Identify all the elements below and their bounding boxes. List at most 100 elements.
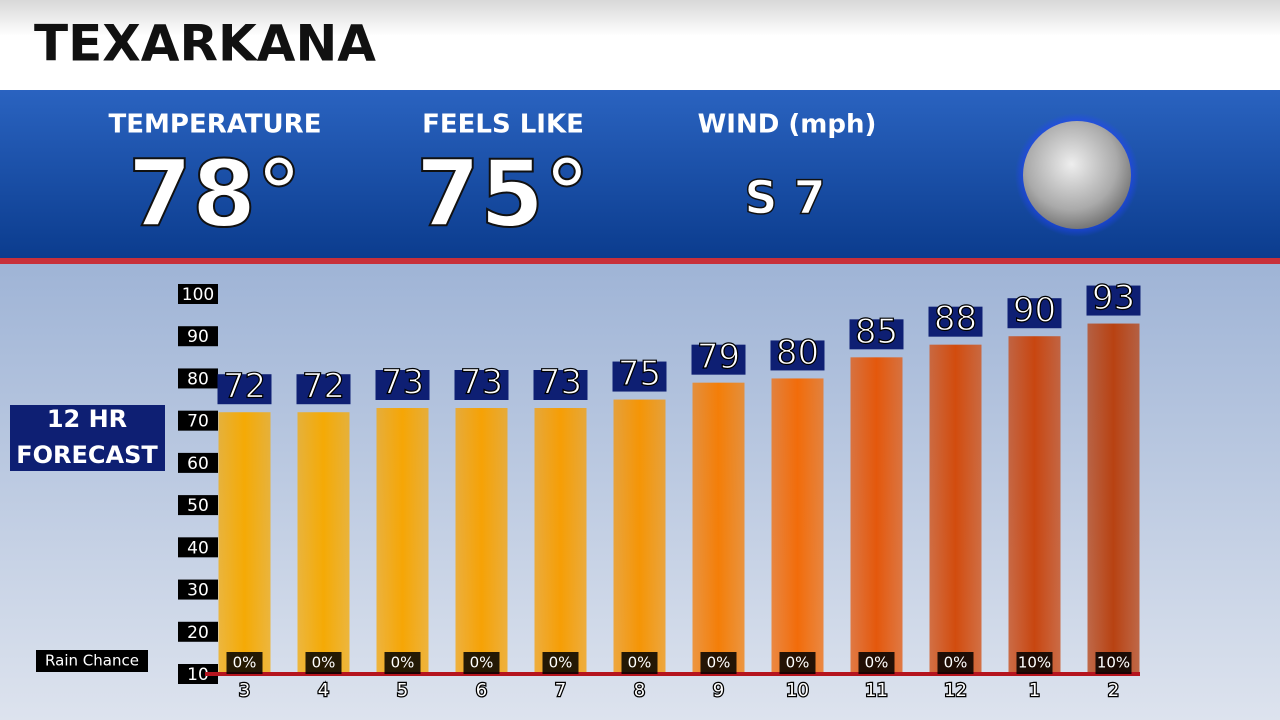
rain-chance-value: 0% (707, 654, 731, 672)
y-tick-label-box (178, 495, 218, 516)
y-tick-label: 70 (187, 412, 209, 432)
current-conditions: TEMPERATURE 78° FEELS LIKE 75° WIND (mph… (109, 110, 877, 249)
value-label: 93 (1092, 278, 1135, 318)
x-tick-label: 8 (634, 680, 645, 701)
rain-chance-label: Rain Chance (45, 652, 139, 670)
y-tick-label-box (178, 410, 218, 431)
bar (929, 344, 982, 674)
bar (455, 408, 508, 674)
value-label: 88 (934, 299, 977, 339)
x-tick-label: 9 (713, 680, 724, 701)
rain-chance-box (858, 652, 895, 674)
y-tick-label-box (178, 579, 218, 600)
x-tick-label: 6 (476, 680, 487, 701)
bar (613, 399, 666, 674)
value-label-box (691, 344, 746, 375)
value-label-box (454, 370, 509, 400)
value-label-box (217, 374, 272, 405)
value-label: 73 (381, 363, 424, 403)
y-tick-label-box (178, 326, 218, 347)
value-label: 75 (618, 354, 661, 394)
value-label-box (296, 374, 351, 405)
value-label-box (849, 319, 904, 350)
rain-chance-box (1016, 652, 1053, 674)
feels-like-label: FEELS LIKE (422, 110, 584, 140)
value-label: 72 (302, 367, 345, 407)
rain-chance-value: 0% (391, 654, 415, 672)
y-tick-label: 20 (187, 623, 209, 643)
value-label-box (1086, 285, 1141, 316)
bar (1008, 336, 1061, 674)
y-tick-label: 50 (187, 496, 209, 516)
rain-chance-box (305, 652, 342, 674)
y-tick-label-box (178, 368, 218, 389)
y-tick-label: 10 (187, 665, 209, 685)
temperature-label: TEMPERATURE (109, 110, 322, 140)
bar (692, 382, 745, 674)
title-band (0, 0, 1280, 90)
value-label-box (928, 306, 983, 337)
value-label: 72 (223, 367, 266, 407)
x-tick-label: 11 (865, 680, 888, 701)
value-label-box (533, 370, 588, 400)
x-tick-label: 10 (786, 680, 809, 701)
value-label: 85 (855, 312, 898, 352)
rain-chance-box (226, 652, 263, 674)
rain-chance-value: 10% (1018, 654, 1051, 672)
x-tick-label: 3 (239, 680, 250, 701)
y-tick-label: 80 (187, 369, 209, 389)
rain-chance-box (1095, 652, 1132, 674)
y-tick-label: 30 (187, 581, 209, 601)
temperature-value: 78° (128, 140, 302, 247)
y-tick-label: 90 (187, 327, 209, 347)
rain-chance-box (700, 652, 737, 674)
rain-chance-label-box (36, 650, 148, 672)
value-label: 73 (460, 363, 503, 403)
bar (771, 378, 824, 674)
y-tick-label: 60 (187, 454, 209, 474)
rain-chance-box (542, 652, 579, 674)
y-tick-label: 40 (187, 538, 209, 558)
rain-chance-value: 0% (312, 654, 336, 672)
rain-chance-box (463, 652, 500, 674)
x-tick-label: 2 (1108, 680, 1119, 701)
divider (0, 258, 1280, 264)
bar (850, 357, 903, 674)
x-tick-label: 1 (1029, 680, 1040, 701)
feels-like-value: 75° (416, 140, 590, 247)
y-tick-label-box (178, 621, 218, 642)
rain-chance-value: 0% (944, 654, 968, 672)
rain-chance-value: 0% (549, 654, 573, 672)
bar (297, 412, 350, 674)
y-tick-label-box (178, 664, 218, 684)
y-tick-label-box (178, 284, 218, 304)
rain-chance-value: 0% (470, 654, 494, 672)
wind-label: WIND (mph) (698, 110, 877, 140)
bar (218, 412, 271, 674)
rain-chance-value: 0% (233, 654, 257, 672)
rain-chance-value: 0% (786, 654, 810, 672)
bar (534, 408, 587, 674)
baseline (205, 672, 1140, 676)
value-label-box (375, 370, 430, 400)
x-tick-label: 4 (318, 680, 329, 701)
rain-chance-value: 0% (865, 654, 889, 672)
rain-chance-value: 0% (628, 654, 652, 672)
x-tick-label: 12 (944, 680, 967, 701)
y-tick-label: 100 (182, 285, 214, 305)
chart-title: FORECAST (16, 441, 158, 469)
rain-chance-value: 10% (1097, 654, 1130, 672)
value-label-box (1007, 298, 1062, 329)
value-label-box (612, 361, 667, 392)
rain-chance-box (621, 652, 658, 674)
wind-value: S 7 (744, 171, 825, 225)
rain-chance-box (779, 652, 816, 674)
x-tick-label: 5 (397, 680, 408, 701)
y-tick-label-box (178, 537, 218, 558)
chart-title-box (10, 405, 165, 471)
y-tick-label-box (178, 452, 218, 473)
rain-chance-box (937, 652, 974, 674)
bar (376, 408, 429, 674)
